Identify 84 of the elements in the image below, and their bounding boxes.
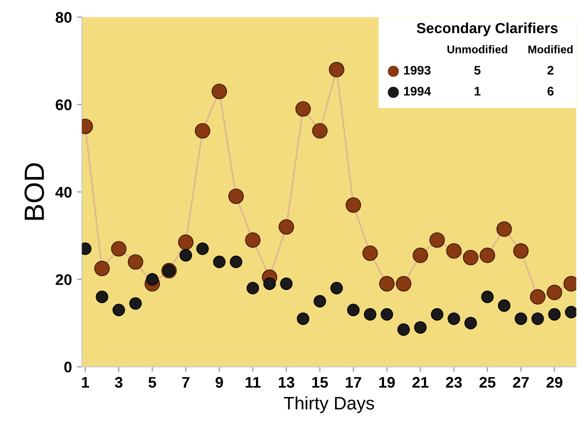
y-tick-label: 40 xyxy=(55,186,72,198)
point xyxy=(481,290,494,304)
point xyxy=(462,250,478,266)
point xyxy=(380,308,394,321)
y-tick-label: 60 xyxy=(56,99,72,110)
point xyxy=(328,62,344,78)
point xyxy=(180,249,192,262)
point xyxy=(448,312,460,325)
y-axis-title: BOD xyxy=(24,163,44,220)
point xyxy=(129,297,142,310)
point xyxy=(364,308,376,321)
x-tick-label: 7 xyxy=(182,377,190,388)
x-tick-label: 25 xyxy=(479,376,496,388)
point xyxy=(397,323,410,336)
x-tick-label: 11 xyxy=(246,377,260,388)
legend-label: 1994 xyxy=(404,86,431,96)
point xyxy=(530,289,546,305)
point xyxy=(346,197,362,213)
annotation: 1 xyxy=(474,86,480,96)
point xyxy=(230,256,242,268)
point xyxy=(278,219,294,235)
annotation: 5 xyxy=(474,66,480,75)
point xyxy=(514,312,528,325)
point xyxy=(94,260,110,276)
point xyxy=(480,248,496,264)
point xyxy=(194,123,210,138)
y-tick-label: 0 xyxy=(64,362,72,372)
point xyxy=(564,306,576,318)
annotation: Modified xyxy=(528,45,573,54)
point xyxy=(498,299,510,312)
point xyxy=(430,308,444,321)
annotation: 6 xyxy=(548,86,554,96)
point xyxy=(396,276,412,292)
point xyxy=(513,243,529,259)
point xyxy=(314,295,326,308)
point xyxy=(330,282,343,294)
point xyxy=(96,290,108,304)
point xyxy=(446,243,462,259)
x-tick-label: 19 xyxy=(379,376,395,388)
x-tick-label: 5 xyxy=(148,377,156,388)
x-tick-label: 21 xyxy=(412,376,428,388)
x-tick-label: 15 xyxy=(312,377,328,388)
point xyxy=(228,188,244,204)
y-tick-label: 80 xyxy=(56,12,72,23)
point xyxy=(128,254,144,270)
annotation: 2 xyxy=(547,66,554,75)
point xyxy=(213,256,226,268)
point xyxy=(112,304,125,316)
legend-label: 1993 xyxy=(404,66,431,75)
x-tick-label: 29 xyxy=(546,376,562,388)
point xyxy=(263,278,276,290)
point xyxy=(362,245,378,261)
point xyxy=(295,101,311,117)
point xyxy=(178,234,194,250)
point xyxy=(414,321,427,334)
point xyxy=(245,232,261,248)
y-tick-label: 20 xyxy=(56,274,72,286)
x-tick-label: 1 xyxy=(82,377,90,388)
point xyxy=(546,284,562,300)
legend-title: Secondary Clarifiers xyxy=(416,22,558,36)
x-axis-title: Thirty Days xyxy=(284,396,374,414)
point xyxy=(412,248,428,264)
point xyxy=(496,221,512,237)
point xyxy=(347,304,360,316)
point xyxy=(196,242,209,256)
x-tick-label: 3 xyxy=(114,376,122,388)
point xyxy=(531,312,544,325)
x-tick-label: 13 xyxy=(278,376,294,388)
point xyxy=(146,273,159,286)
point xyxy=(464,316,477,330)
point xyxy=(246,282,260,294)
point xyxy=(296,312,310,325)
point xyxy=(379,276,395,292)
point xyxy=(280,278,293,290)
x-tick-label: 9 xyxy=(216,376,223,388)
point xyxy=(548,308,561,321)
point xyxy=(111,241,126,256)
x-tick-label: 27 xyxy=(512,376,529,388)
point xyxy=(429,232,445,248)
x-tick-label: 23 xyxy=(446,376,462,388)
point xyxy=(312,123,328,138)
x-tick-label: 17 xyxy=(346,377,362,388)
point xyxy=(212,84,228,100)
annotation: Unmodified xyxy=(447,45,508,54)
